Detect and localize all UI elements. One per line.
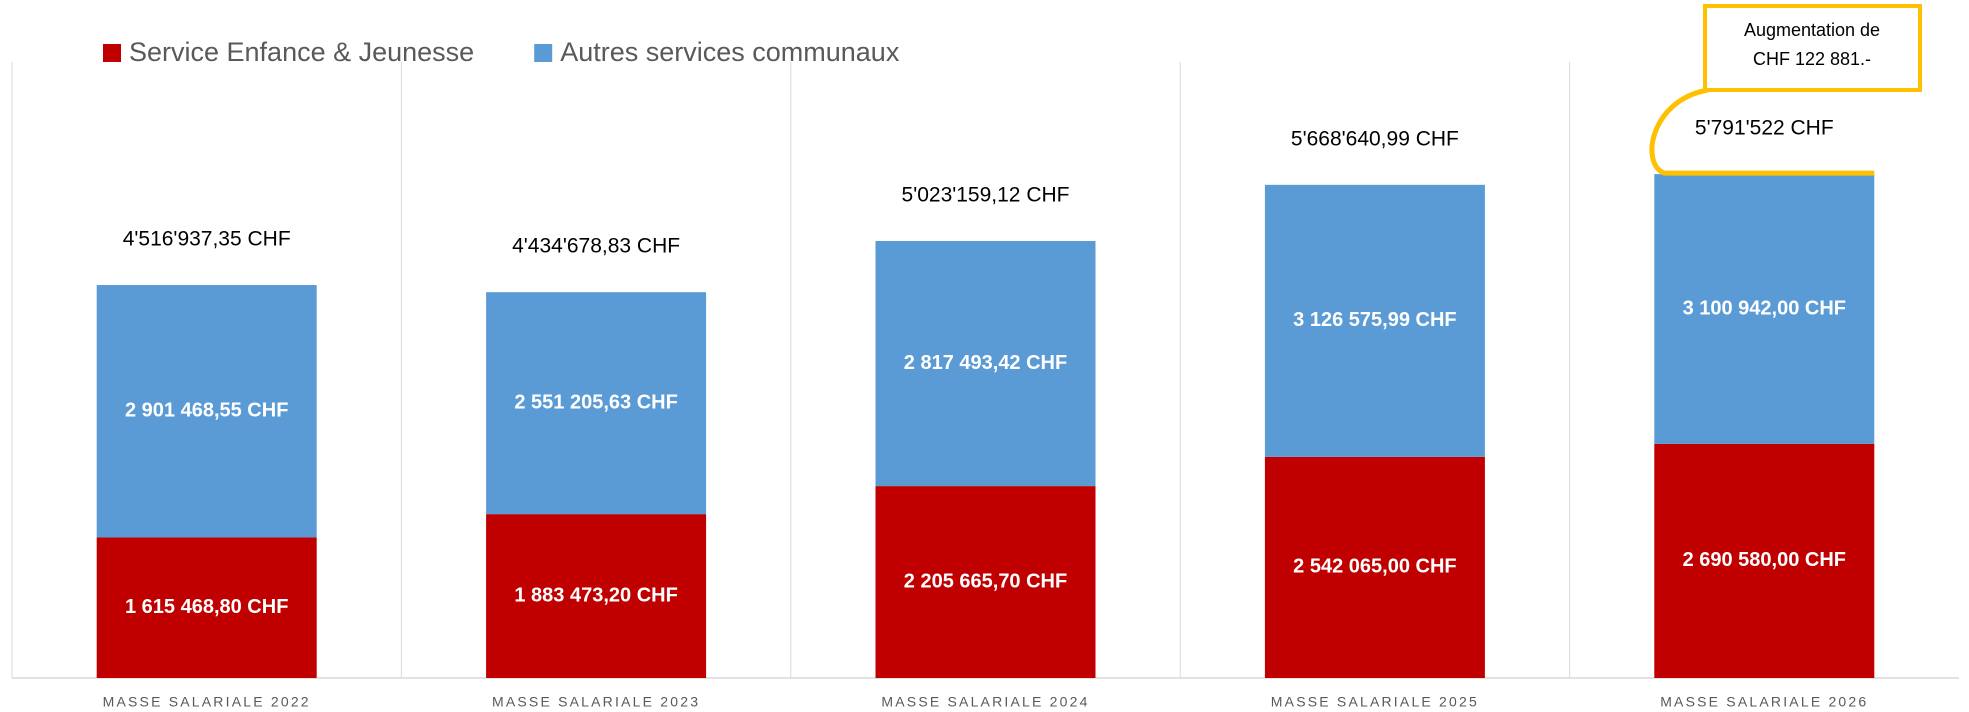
annotation-callout (1649, 87, 1875, 176)
bar-segment (875, 486, 1096, 678)
x-tick-label: MASSE SALARIALE 2026 (1660, 694, 1868, 710)
total-label: 5'791'522 CHF (1695, 117, 1834, 140)
x-tick-label: MASSE SALARIALE 2025 (1271, 694, 1479, 710)
value-label: 1 883 473,20 CHF (514, 584, 677, 606)
total-label: 5'668'640,99 CHF (1291, 127, 1459, 150)
bar-segment (486, 292, 707, 515)
bar-segment (1654, 443, 1875, 678)
legend-label: Service Enfance & Jeunesse (129, 37, 474, 67)
value-label: 2 690 580,00 CHF (1683, 549, 1846, 571)
bar-segment (486, 514, 707, 678)
legend-swatch (534, 44, 553, 62)
total-label: 4'434'678,83 CHF (512, 235, 680, 258)
x-tick-label: MASSE SALARIALE 2024 (881, 694, 1089, 710)
value-label: 2 901 468,55 CHF (125, 400, 288, 422)
total-label: 5'023'159,12 CHF (902, 184, 1070, 207)
value-label: 2 542 065,00 CHF (1293, 556, 1456, 578)
legend-label: Autres services communaux (560, 37, 900, 67)
value-label: 2 817 493,42 CHF (904, 352, 1067, 374)
bar-segment (875, 240, 1096, 487)
bar-segment (96, 537, 317, 678)
value-label: 2 205 665,70 CHF (904, 570, 1067, 592)
total-label: 4'516'937,35 CHF (123, 228, 291, 251)
value-label: 1 615 468,80 CHF (125, 596, 288, 618)
annotation-text: Augmentation de (1744, 20, 1880, 40)
x-tick-label: MASSE SALARIALE 2022 (103, 694, 311, 710)
annotation-text: CHF 122 881.- (1753, 49, 1871, 69)
bar-segment (1264, 456, 1485, 678)
value-label: 3 100 942,00 CHF (1683, 297, 1846, 319)
bar-segment (1654, 174, 1875, 444)
value-label: 3 126 575,99 CHF (1293, 309, 1456, 331)
legend-swatch (103, 44, 121, 62)
annotation-box (1703, 4, 1922, 92)
value-label: 2 551 205,63 CHF (514, 391, 677, 413)
bar-segment (1264, 184, 1485, 457)
bar-segment (96, 285, 317, 538)
x-tick-label: MASSE SALARIALE 2023 (492, 694, 700, 710)
